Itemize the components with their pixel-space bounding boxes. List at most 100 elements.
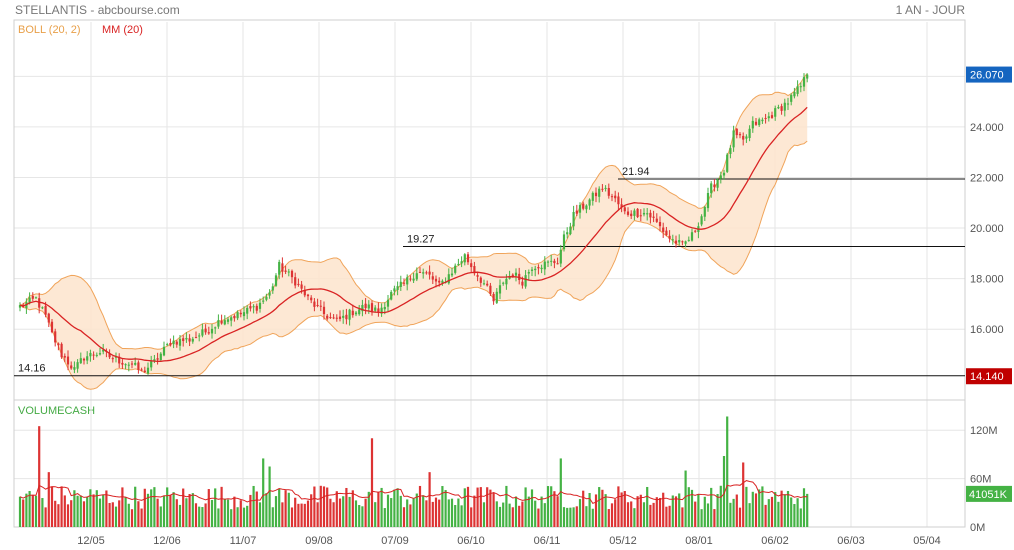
volume-bar [134, 486, 137, 527]
candle-body [706, 193, 710, 209]
candle-body [386, 299, 390, 307]
x-axis-label: 07/09 [381, 535, 409, 547]
volume-tick-label: 0M [970, 522, 985, 534]
volume-bar [338, 498, 342, 527]
volume-bar [684, 470, 687, 527]
candle-body [370, 303, 374, 312]
volume-bar [578, 499, 582, 527]
candle-body [294, 277, 297, 286]
volume-bar [658, 497, 662, 527]
volume-bar [514, 496, 518, 527]
volume-bar [719, 485, 722, 527]
volume-bar [175, 499, 178, 527]
bollinger-band-area [20, 73, 808, 390]
volume-bar [764, 504, 767, 527]
x-axis-label: 05/04 [913, 535, 941, 547]
candle-body [175, 341, 178, 345]
candle-body [470, 263, 473, 268]
volume-bar [306, 500, 310, 527]
volume-bar [537, 508, 540, 527]
volume-bar [236, 507, 239, 527]
volume-bar [246, 505, 249, 527]
volume-bar [380, 487, 383, 527]
candle-body [422, 272, 425, 274]
volume-bar [751, 491, 754, 527]
volume-bar [441, 486, 444, 527]
candle-body [450, 273, 454, 276]
candle-body [594, 192, 598, 197]
candle-body [111, 358, 114, 360]
volume-bar [444, 490, 447, 527]
volume-bar [418, 485, 422, 527]
candle-body [60, 343, 63, 358]
volume-bar [607, 509, 610, 527]
candle-body [482, 283, 486, 285]
volume-bar [505, 485, 508, 527]
volume-bar [118, 500, 121, 527]
candle-body [655, 218, 658, 222]
candle-body [514, 272, 518, 276]
candle-body [646, 213, 649, 215]
candle-body [92, 354, 95, 356]
period-label[interactable]: 1 AN - JOUR [896, 3, 966, 17]
volume-bar [73, 490, 76, 527]
volume-bar [697, 493, 700, 527]
volume-bar [111, 502, 114, 527]
volume-bar [153, 487, 156, 527]
volume-bar [412, 498, 415, 527]
volume-bar [79, 495, 82, 527]
candle-body [89, 352, 92, 357]
volume-bar [524, 487, 527, 527]
candle-body [457, 263, 460, 265]
last-volume-tag [966, 485, 1012, 502]
candle-body [156, 358, 159, 360]
candle-body [28, 297, 31, 304]
volume-bar [758, 489, 761, 527]
candle-body [188, 338, 191, 342]
volume-bar [770, 496, 774, 527]
volume-bar [364, 498, 367, 527]
volume-bar [268, 466, 271, 527]
x-axis-label: 09/08 [305, 535, 333, 547]
volume-bar [604, 494, 607, 527]
volume-bar [57, 504, 60, 527]
candle-body [377, 308, 380, 313]
candle-body [674, 240, 678, 244]
candle-body [73, 367, 76, 370]
volume-bar [553, 491, 556, 527]
candle-body [162, 346, 166, 356]
volume-bar [454, 505, 457, 527]
volume-bar [796, 498, 799, 527]
candle-body [649, 212, 652, 218]
candle-body [351, 310, 354, 316]
volume-bar [425, 500, 428, 527]
volume-bar [767, 499, 770, 527]
volume-bar [713, 509, 716, 527]
x-axis-label: 06/10 [457, 535, 485, 547]
candle-body [358, 309, 361, 315]
candle-body [150, 361, 153, 368]
volume-bar [265, 493, 268, 527]
candle-body [713, 184, 716, 188]
volume-bar [556, 496, 559, 527]
volume-bar [34, 495, 38, 527]
candle-body [329, 317, 332, 319]
candle-body [409, 278, 412, 280]
candle-body [636, 208, 639, 218]
volume-bar [594, 494, 598, 527]
volume-bar [47, 472, 50, 527]
volume-bar [450, 498, 454, 527]
candle-body [223, 320, 226, 325]
volume-bar [329, 498, 332, 527]
candle-body [710, 183, 713, 194]
candle-body [466, 254, 470, 263]
volume-bar [143, 488, 146, 527]
volume-bar [361, 506, 364, 527]
volume-bar [610, 503, 614, 527]
volume-bar [281, 502, 284, 527]
candle-body [662, 227, 665, 232]
candle-body [102, 349, 105, 352]
horizontal-level-label: 19.27 [407, 234, 435, 246]
volume-bar [498, 506, 502, 527]
